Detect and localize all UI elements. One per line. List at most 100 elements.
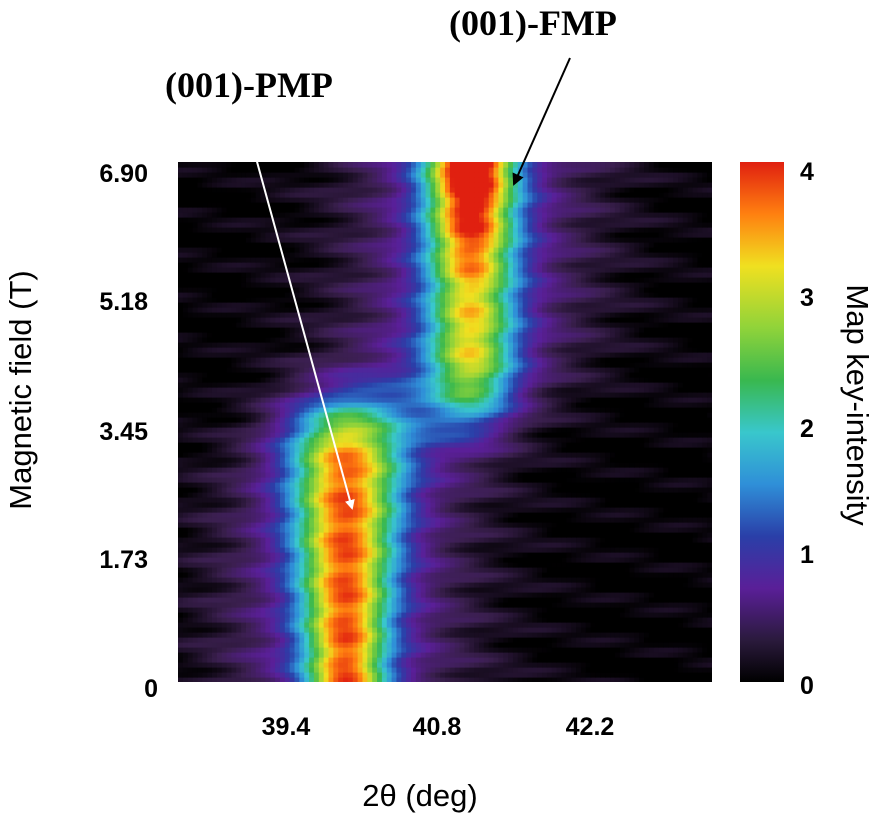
heatmap-cell — [474, 647, 480, 653]
heatmap-cell — [527, 627, 533, 633]
heatmap-cell — [493, 492, 499, 498]
heatmap-cell — [396, 562, 402, 568]
heatmap-cell — [474, 517, 480, 523]
heatmap-cell — [401, 612, 407, 618]
heatmap-cell — [445, 497, 451, 503]
heatmap-cell — [294, 487, 300, 493]
heatmap-cell — [236, 537, 242, 543]
heatmap-cell — [590, 497, 597, 503]
heatmap-cell — [580, 542, 587, 548]
heatmap-cell — [299, 472, 305, 478]
heatmap-cell — [357, 657, 364, 663]
heatmap-cell — [687, 667, 694, 673]
heatmap-cell — [211, 567, 218, 573]
heatmap-cell — [178, 597, 184, 603]
heatmap-cell — [430, 472, 436, 478]
heatmap-cell — [585, 672, 592, 678]
heatmap-cell — [556, 557, 563, 563]
heatmap-cell — [697, 602, 703, 608]
heatmap-cell — [221, 472, 228, 478]
heatmap-cell — [192, 512, 199, 518]
heatmap-cell — [231, 607, 237, 613]
heatmap-cell — [260, 617, 266, 623]
heatmap-cell — [299, 542, 305, 548]
heatmap-cell — [255, 667, 262, 673]
heatmap-cell — [483, 647, 490, 653]
heatmap-cell — [692, 557, 699, 563]
heatmap-cell — [362, 582, 368, 588]
heatmap-cell — [483, 527, 490, 533]
heatmap-cell — [488, 582, 495, 588]
heatmap-cell — [182, 557, 189, 563]
heatmap-cell — [372, 532, 378, 538]
heatmap-cell — [401, 647, 407, 653]
heatmap-cell — [619, 462, 626, 468]
heatmap-cell — [512, 557, 519, 563]
heatmap-cell — [275, 672, 281, 678]
heatmap-cell — [537, 482, 543, 488]
heatmap-cell — [517, 547, 524, 553]
heatmap-cell — [255, 507, 262, 513]
heatmap-cell — [629, 462, 635, 468]
heatmap-cell — [250, 457, 257, 463]
heatmap-cell — [372, 467, 378, 473]
heatmap-cell — [566, 572, 572, 578]
heatmap-cell — [367, 537, 373, 543]
heatmap-cell — [372, 482, 378, 488]
heatmap-cell — [260, 587, 266, 593]
heatmap-cell — [707, 582, 712, 588]
heatmap-cell — [192, 482, 199, 488]
heatmap-cell — [279, 557, 286, 563]
heatmap-cell — [590, 667, 597, 673]
heatmap-cell — [590, 662, 597, 668]
heatmap-cell — [250, 592, 257, 598]
heatmap-cell — [357, 582, 364, 588]
heatmap-cell — [260, 537, 266, 543]
heatmap-cell — [187, 547, 194, 553]
heatmap-cell — [522, 462, 529, 468]
heatmap-cell — [245, 532, 252, 538]
heatmap-cell — [459, 532, 466, 538]
heatmap-cell — [255, 607, 262, 613]
heatmap-cell — [333, 562, 339, 568]
heatmap-cell — [542, 607, 548, 613]
heatmap-cell — [537, 552, 543, 558]
heatmap-cell — [430, 467, 436, 473]
heatmap-cell — [216, 472, 223, 478]
heatmap-cell — [313, 507, 320, 513]
heatmap-cell — [580, 677, 587, 682]
heatmap-cell — [595, 632, 601, 638]
heatmap-cell — [391, 517, 398, 523]
heatmap-cell — [707, 627, 712, 633]
heatmap-cell — [415, 552, 422, 558]
heatmap-cell — [284, 527, 291, 533]
heatmap-cell — [216, 517, 223, 523]
heatmap-cell — [299, 462, 305, 468]
heatmap-cell — [600, 582, 606, 588]
heatmap-cell — [639, 477, 645, 483]
heatmap-cell — [512, 522, 519, 528]
heatmap-cell — [464, 542, 470, 548]
heatmap-cell — [357, 532, 364, 538]
heatmap-cell — [503, 677, 509, 682]
heatmap-cell — [639, 507, 645, 513]
heatmap-cell — [435, 612, 441, 618]
heatmap-cell — [216, 617, 223, 623]
heatmap-cell — [478, 602, 485, 608]
heatmap-cell — [294, 552, 300, 558]
heatmap-cell — [449, 532, 456, 538]
heatmap-cell — [265, 572, 271, 578]
heatmap-cell — [241, 482, 247, 488]
heatmap-cell — [328, 552, 334, 558]
heatmap-cell — [580, 472, 587, 478]
heatmap-cell — [333, 507, 339, 513]
heatmap-cell — [377, 672, 383, 678]
heatmap-cell — [546, 587, 553, 593]
heatmap-cell — [440, 547, 446, 553]
heatmap-cell — [527, 552, 533, 558]
heatmap-cell — [386, 632, 393, 638]
heatmap-cell — [517, 522, 524, 528]
heatmap-cell — [488, 667, 495, 673]
heatmap-cell — [493, 547, 499, 553]
heatmap-cell — [614, 647, 621, 653]
